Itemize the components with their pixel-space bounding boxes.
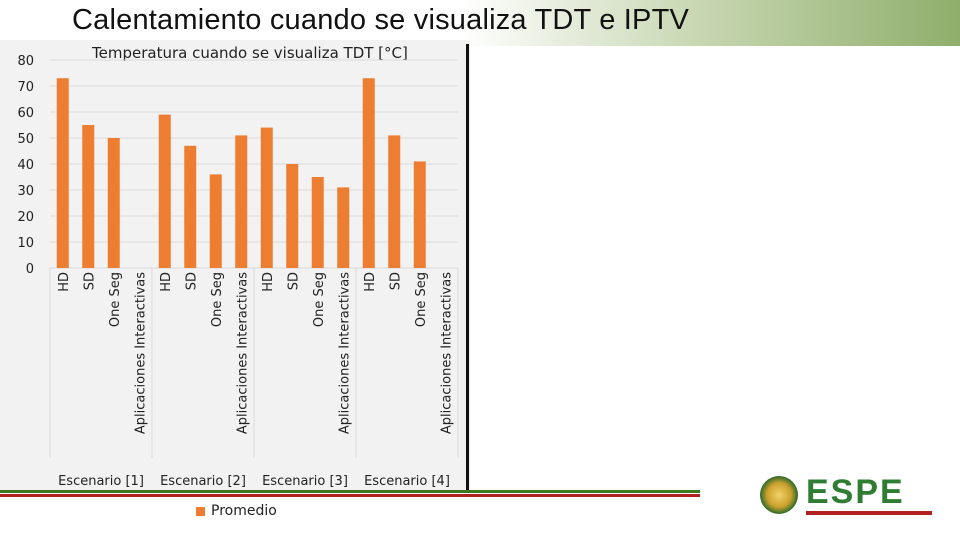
y-tick-label: 70 xyxy=(17,80,34,95)
x-category-label: HD xyxy=(57,272,72,292)
y-tick-label: 50 xyxy=(17,132,34,147)
slide-title: Calentamiento cuando se visualiza TDT e … xyxy=(72,4,690,36)
y-tick-label: 40 xyxy=(17,158,34,173)
x-category-label: One Seg xyxy=(210,272,225,327)
logo-emblem-icon xyxy=(760,476,798,514)
divider-line xyxy=(466,44,469,490)
footer-stripe-green xyxy=(0,490,700,493)
x-group-label: Escenario [4] xyxy=(364,474,450,489)
x-category-label: HD xyxy=(261,272,276,292)
bar xyxy=(158,114,171,268)
y-tick-label: 80 xyxy=(17,54,34,69)
x-category-label: HD xyxy=(363,272,378,292)
y-tick-label: 20 xyxy=(17,210,34,225)
x-category-label: One Seg xyxy=(414,272,429,327)
bar xyxy=(311,177,324,268)
x-category-label: Aplicaciones Interactivas xyxy=(337,272,352,434)
y-tick-label: 60 xyxy=(17,106,34,121)
bar xyxy=(82,125,95,268)
logo-text: ESPE xyxy=(806,473,905,511)
x-group-label: Escenario [3] xyxy=(262,474,348,489)
x-group-label: Escenario [1] xyxy=(58,474,144,489)
x-category-label: One Seg xyxy=(312,272,327,327)
x-category-label: One Seg xyxy=(108,272,123,327)
y-tick-label: 0 xyxy=(26,262,34,277)
x-group-label: Escenario [2] xyxy=(160,474,246,489)
bar xyxy=(286,164,299,268)
bar xyxy=(413,161,426,268)
title-band xyxy=(0,0,960,46)
x-category-label: Aplicaciones Interactivas xyxy=(235,272,250,434)
bar xyxy=(362,78,375,268)
x-category-label: SD xyxy=(286,272,301,290)
x-category-label: HD xyxy=(159,272,174,292)
x-category-label: SD xyxy=(184,272,199,290)
footer-stripe-red xyxy=(0,494,700,497)
x-category-label: SD xyxy=(388,272,403,290)
bar xyxy=(184,145,197,268)
bar xyxy=(56,78,69,268)
bar xyxy=(337,187,350,268)
chart-legend: Promedio xyxy=(196,503,277,519)
y-tick-label: 10 xyxy=(17,236,34,251)
x-category-label: Aplicaciones Interactivas xyxy=(133,272,148,434)
x-category-label: Aplicaciones Interactivas xyxy=(439,272,454,434)
legend-swatch xyxy=(196,506,205,516)
bar xyxy=(209,174,222,268)
espe-logo: ESPE xyxy=(760,470,935,520)
bar xyxy=(107,138,120,268)
x-category-label: SD xyxy=(82,272,97,290)
bar xyxy=(388,135,401,268)
legend-label: Promedio xyxy=(211,503,277,519)
y-tick-label: 30 xyxy=(17,184,34,199)
bar xyxy=(235,135,248,268)
chart-title: Temperatura cuando se visualiza TDT [°C] xyxy=(92,44,408,62)
logo-bar xyxy=(806,511,932,515)
bar xyxy=(260,127,273,268)
